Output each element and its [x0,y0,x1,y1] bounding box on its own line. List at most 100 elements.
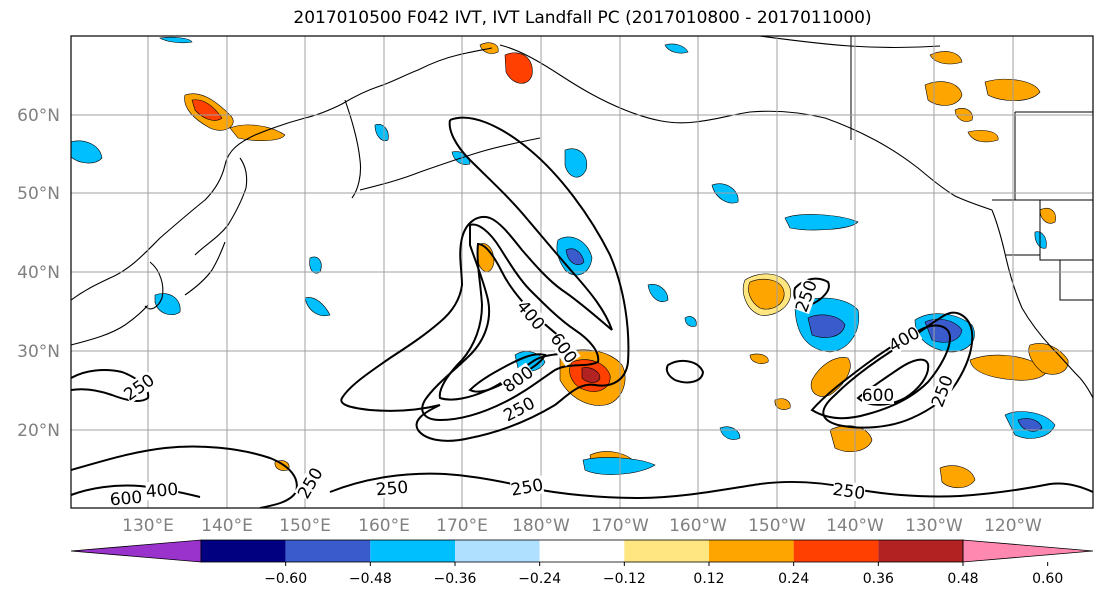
contour-label: 600 [862,386,894,406]
positive-anomaly-region [929,51,963,65]
contour-250-north [448,119,613,331]
contour-800-main [468,353,547,393]
colorbar-bin [455,540,540,562]
positive-anomaly-region [1039,208,1056,224]
negative-anomaly-region [684,316,697,327]
map-panel: 400 600 800 250 250 250 400 600 250 250 … [71,36,1093,511]
negative-anomaly-region [374,124,389,141]
lat-label: 60°N [17,106,60,126]
contour-label: 250 [831,480,866,504]
contour-250-south2 [329,472,1093,500]
negative-anomaly-region [159,36,193,44]
lon-label: 160°E [358,516,410,536]
colorbar-bin [285,540,371,562]
colorbar-extend-max [962,539,1094,563]
colorbar-bin [709,540,794,562]
lon-label: 170°W [591,516,649,536]
coastline-japan [194,157,248,256]
lat-labels: 60°N 50°N 40°N 30°N 20°N [17,106,60,441]
coastline-uswest [991,209,1093,399]
lon-label: 120°W [984,516,1042,536]
colorbar-bin [624,540,709,562]
contour-250-west [71,369,150,403]
lon-label: 150°W [748,516,806,536]
colorbar-bin [878,540,963,562]
coastline-korea [144,261,164,310]
colorbar-tick-label: −0.60 [264,571,307,587]
coastline-layer [71,36,1093,399]
positive-anomaly-region [581,367,601,383]
lon-label: 170°E [436,516,488,536]
lon-label: 150°E [279,516,331,536]
colorbar-extend-min [70,539,202,563]
colorbar-bin [370,540,455,562]
negative-anomaly-region [807,314,846,338]
colorbar-tick-label: 0.12 [693,571,724,587]
lat-label: 50°N [17,184,60,204]
coastline-north-top [759,36,941,49]
negative-anomaly-region [564,148,588,178]
contour-250-main [340,116,630,442]
colorbar: −0.60 −0.48 −0.36 −0.24 −0.12 0.12 0.24 0.36 0.4… [70,539,1094,587]
lat-label: 20°N [17,421,60,441]
colorbar-tick-label: −0.48 [349,571,392,587]
contour-400-east [810,324,952,420]
positive-anomaly-region [477,243,495,273]
contour-label: 400 [145,480,179,503]
contour-400-main [421,223,600,422]
lon-label: 140°W [826,516,884,536]
lat-label: 40°N [17,263,60,283]
positive-anomaly-region [504,52,533,84]
lon-label: 130°W [905,516,963,536]
colorbar-bin [539,540,625,562]
negative-anomaly-region [784,214,859,231]
positive-anomaly-region [774,398,791,410]
negative-anomaly-region [647,284,669,302]
colorbar-tick-label: −0.36 [434,571,477,587]
boundary-layer [850,36,1093,301]
contour-400-south [71,484,201,498]
colorbar-bin [793,540,879,562]
lon-label: 140°E [201,516,253,536]
positive-anomaly-region [749,353,769,364]
colorbar-bin [201,540,286,562]
contour-250-south [71,445,298,508]
colorbar-tick-label: 0.60 [1032,571,1063,587]
contour-250-blob2 [665,359,705,384]
positive-anomaly-region [969,354,1047,381]
colorbar-tick-label: −0.24 [518,571,561,587]
coastline-japan-south [184,241,226,296]
coastline-canada [874,139,993,211]
coastline-china [71,304,149,346]
negative-anomaly-region [565,248,585,265]
positive-anomaly-region [810,357,851,397]
negative-anomaly-region [71,140,103,164]
coastline-aleutians [359,137,541,191]
positive-anomaly-region [274,460,290,471]
negative-anomaly-region [664,43,689,54]
lon-label: 130°E [122,516,174,536]
negative-anomaly-region [582,457,656,475]
coastline-kamchatka [344,99,362,199]
contour-label: 600 [109,488,143,511]
contour-label: 250 [375,478,409,501]
positive-anomaly-region [939,465,976,489]
map-title: 2017010500 F042 IVT, IVT Landfall PC (20… [293,8,872,28]
colorbar-tick-label: 0.48 [947,571,978,587]
contour-label-layer: 400 600 800 250 250 250 400 600 250 250 … [109,278,958,511]
colorbar-tick-label: −0.12 [603,571,646,587]
colorbar-tick-label: 0.24 [778,571,809,587]
negative-anomaly-region [1034,231,1047,249]
negative-anomaly-region [1017,418,1043,432]
negative-anomaly-region [304,297,331,317]
lon-label: 160°W [669,516,727,536]
lat-label: 30°N [17,342,60,362]
positive-anomaly-region [967,130,999,143]
coastline-alaska [499,44,876,141]
coastline-asia [71,47,493,301]
contour-250-east [822,311,974,429]
colorbar-outline [200,539,964,563]
lon-label: 180°W [512,516,570,536]
map-frame [70,35,1094,509]
